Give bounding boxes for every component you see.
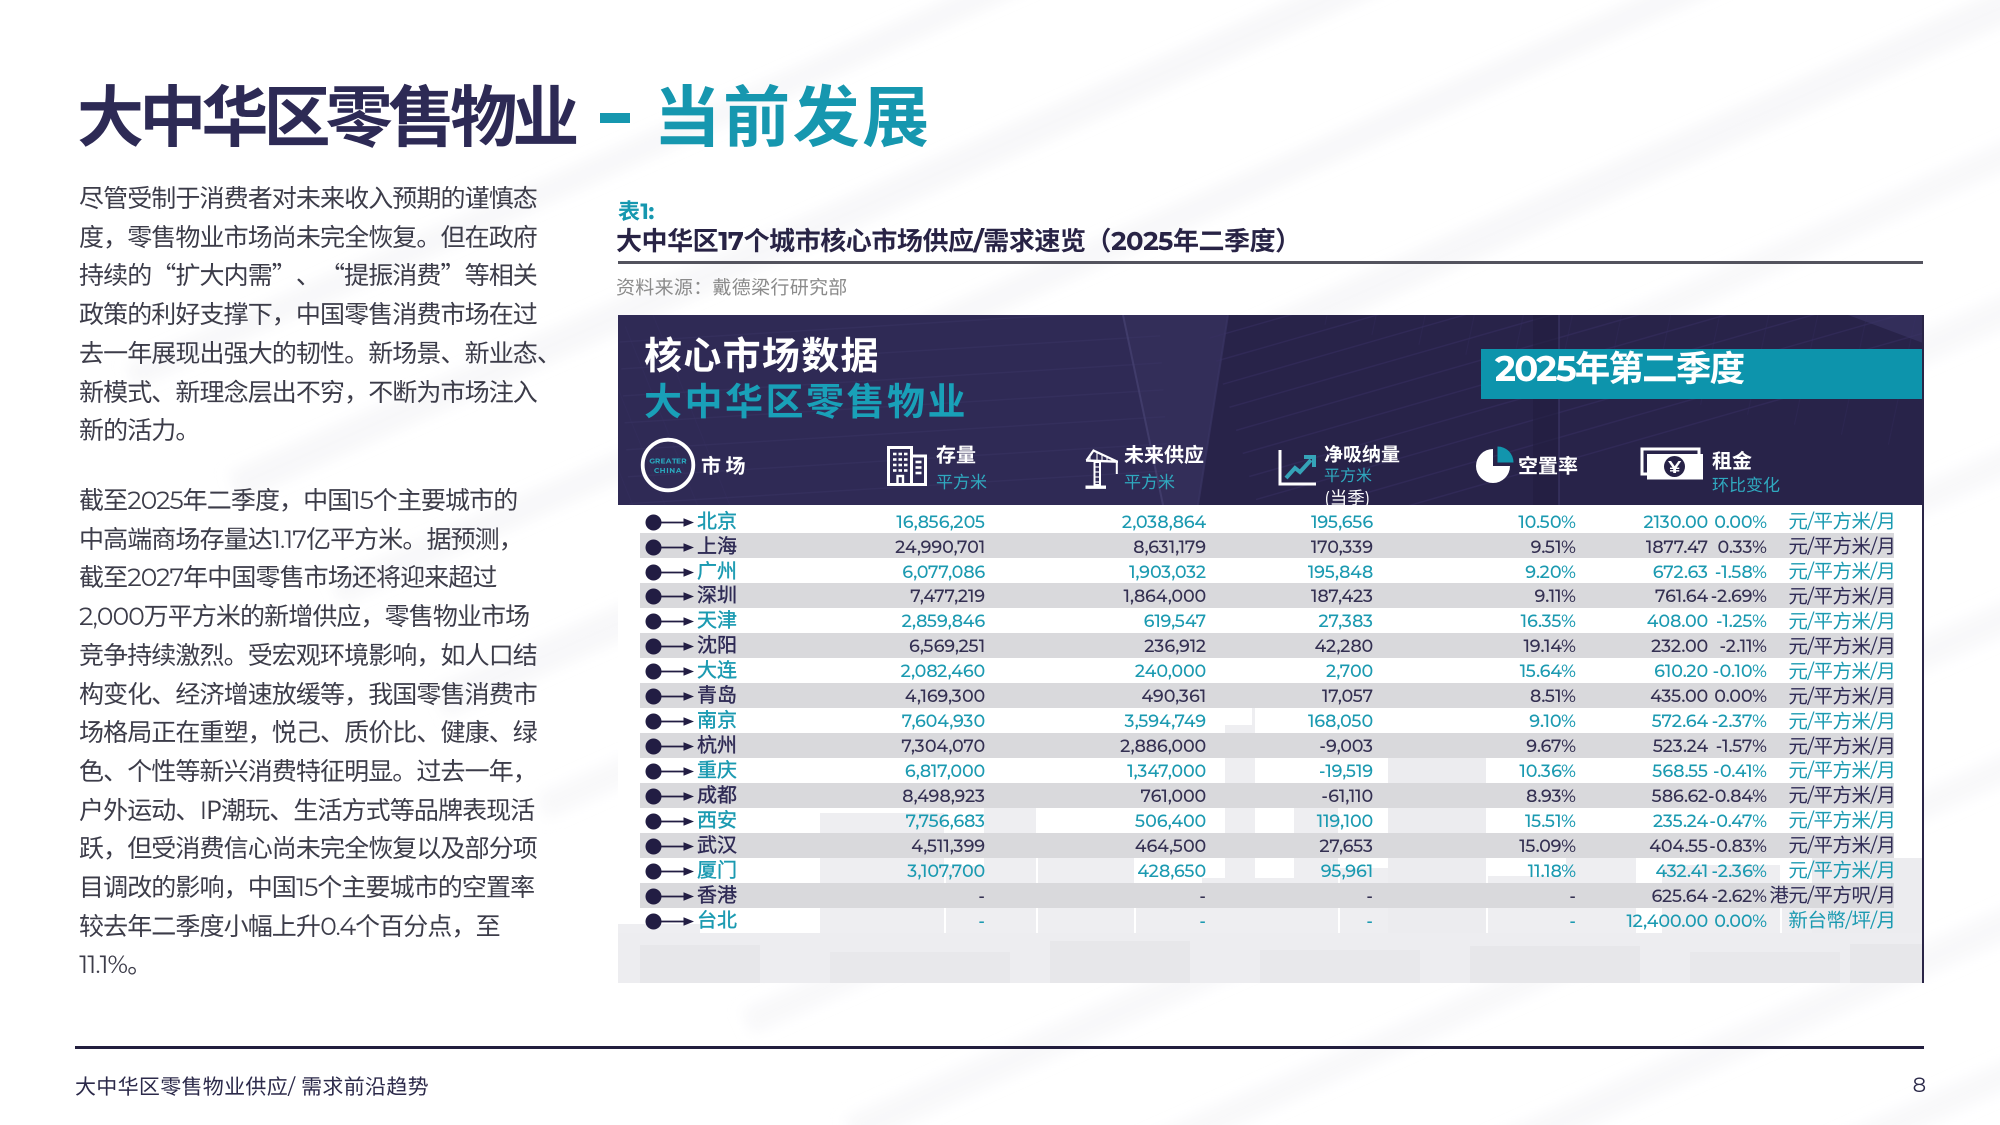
svg-text:GREATER: GREATER — [649, 457, 687, 466]
svg-text:CHINA: CHINA — [654, 466, 682, 475]
svg-text:¥: ¥ — [1667, 458, 1681, 478]
